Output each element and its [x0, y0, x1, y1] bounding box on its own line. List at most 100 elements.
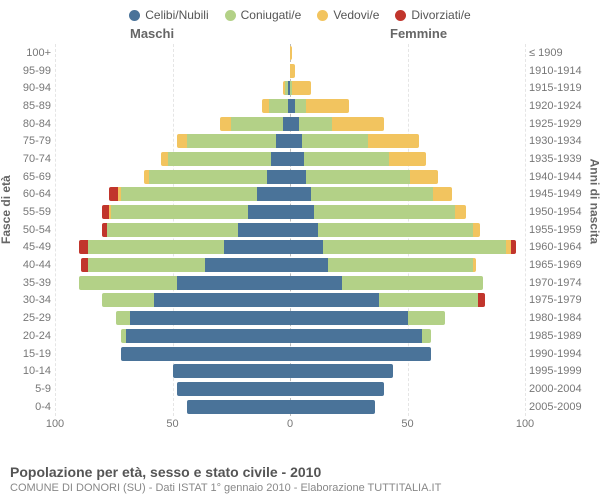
bar-female	[290, 311, 445, 325]
legend-swatch	[317, 10, 328, 21]
bar-female	[290, 329, 431, 343]
birth-label: 2005-2009	[529, 401, 595, 413]
footer-subtitle: COMUNE DI DONORI (SU) - Dati ISTAT 1° ge…	[10, 482, 441, 494]
seg	[290, 400, 375, 414]
age-label: 10-14	[13, 365, 51, 377]
birth-label: 1970-1974	[529, 277, 595, 289]
seg	[290, 293, 379, 307]
seg	[111, 205, 247, 219]
bar-male	[79, 276, 290, 290]
bar-male	[283, 81, 290, 95]
seg	[433, 187, 452, 201]
seg	[473, 223, 480, 237]
footer-title: Popolazione per età, sesso e stato civil…	[10, 464, 441, 480]
bar-female	[290, 293, 485, 307]
seg	[342, 276, 483, 290]
age-label: 70-74	[13, 153, 51, 165]
x-tick: 50	[166, 418, 178, 430]
age-label: 95-99	[13, 65, 51, 77]
seg	[79, 276, 178, 290]
age-label: 5-9	[13, 383, 51, 395]
seg	[290, 364, 393, 378]
seg	[290, 347, 431, 361]
seg	[410, 170, 438, 184]
age-row: 65-691940-1944	[55, 168, 525, 186]
birth-label: 1990-1994	[529, 348, 595, 360]
seg	[290, 329, 422, 343]
seg	[224, 240, 290, 254]
seg	[290, 46, 292, 60]
age-label: 80-84	[13, 118, 51, 130]
seg	[290, 258, 328, 272]
seg	[173, 364, 291, 378]
birth-label: 1955-1959	[529, 224, 595, 236]
age-row: 0-42005-2009	[55, 398, 525, 416]
age-row: 30-341975-1979	[55, 292, 525, 310]
seg	[102, 205, 109, 219]
x-axis: 10050050100	[55, 418, 525, 434]
age-label: 30-34	[13, 294, 51, 306]
bar-male	[262, 99, 290, 113]
seg	[290, 187, 311, 201]
birth-label: 1910-1914	[529, 65, 595, 77]
birth-label: 1915-1919	[529, 82, 595, 94]
seg	[187, 400, 290, 414]
age-row: 5-92000-2004	[55, 380, 525, 398]
bar-male	[177, 134, 290, 148]
bar-female	[290, 205, 466, 219]
seg	[149, 170, 267, 184]
bar-female	[290, 170, 438, 184]
header-female: Femmine	[390, 26, 447, 41]
age-row: 85-891920-1924	[55, 97, 525, 115]
seg	[290, 170, 306, 184]
seg	[478, 293, 485, 307]
seg	[107, 223, 239, 237]
age-label: 85-89	[13, 100, 51, 112]
seg	[304, 152, 389, 166]
x-tick: 100	[516, 418, 534, 430]
birth-label: 1920-1924	[529, 100, 595, 112]
birth-label: 1945-1949	[529, 188, 595, 200]
bar-male	[173, 364, 291, 378]
seg	[81, 258, 88, 272]
seg	[328, 258, 474, 272]
birth-label: ≤ 1909	[529, 47, 595, 59]
x-tick: 50	[401, 418, 413, 430]
seg	[299, 117, 332, 131]
seg	[231, 117, 283, 131]
legend-item: Celibi/Nubili	[129, 8, 208, 22]
x-tick: 0	[287, 418, 293, 430]
bar-female	[290, 46, 292, 60]
seg	[295, 99, 307, 113]
bar-male	[102, 293, 290, 307]
bar-female	[290, 364, 393, 378]
bar-male	[81, 258, 290, 272]
seg	[290, 311, 408, 325]
seg	[323, 240, 506, 254]
bar-male	[161, 152, 290, 166]
age-label: 15-19	[13, 348, 51, 360]
age-row: 25-291980-1984	[55, 309, 525, 327]
seg	[177, 276, 290, 290]
y-axis-label-left: Fasce di età	[0, 175, 13, 244]
age-label: 45-49	[13, 241, 51, 253]
seg	[161, 152, 168, 166]
birth-label: 1965-1969	[529, 259, 595, 271]
age-row: 100+≤ 1909	[55, 44, 525, 62]
age-row: 90-941915-1919	[55, 79, 525, 97]
age-row: 20-241985-1989	[55, 327, 525, 345]
seg	[238, 223, 290, 237]
birth-label: 1935-1939	[529, 153, 595, 165]
age-row: 40-441965-1969	[55, 256, 525, 274]
age-row: 35-391970-1974	[55, 274, 525, 292]
bar-female	[290, 99, 349, 113]
seg	[511, 240, 516, 254]
bar-female	[290, 400, 375, 414]
birth-label: 1925-1929	[529, 118, 595, 130]
bar-female	[290, 258, 476, 272]
bar-female	[290, 347, 431, 361]
seg	[314, 205, 455, 219]
age-label: 25-29	[13, 312, 51, 324]
seg	[290, 152, 304, 166]
seg	[473, 258, 475, 272]
